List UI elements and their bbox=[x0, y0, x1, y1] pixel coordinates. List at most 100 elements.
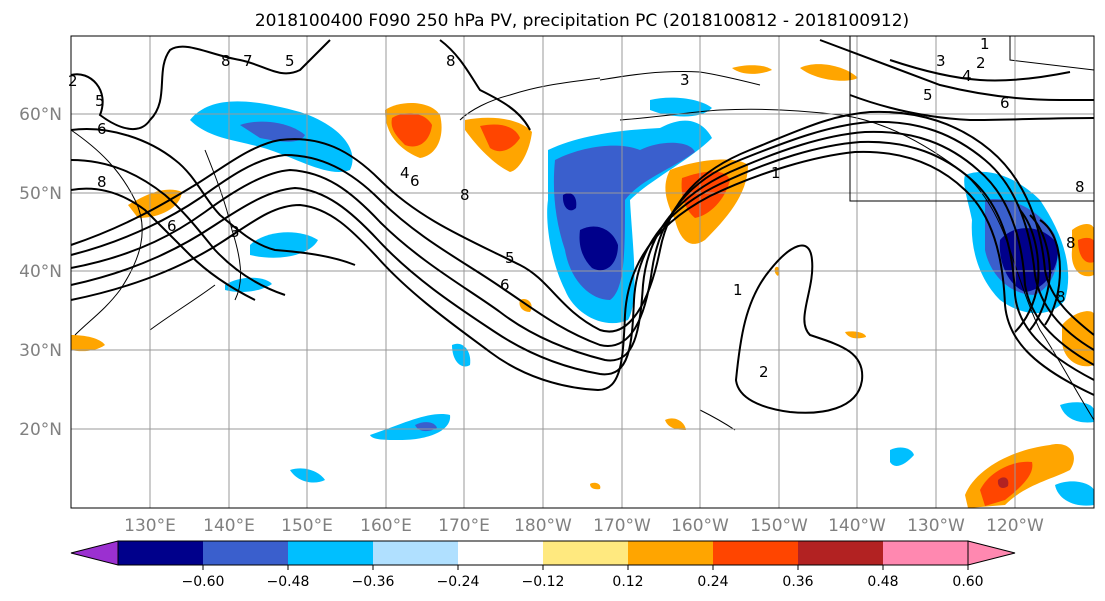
colorbar-tick-label: −0.48 bbox=[267, 574, 310, 590]
contour-label: 5 bbox=[95, 92, 105, 110]
contour-label: 8 bbox=[1075, 178, 1085, 196]
lat-label-50n: 50°N bbox=[19, 184, 62, 204]
contour-label: 2 bbox=[976, 54, 986, 72]
neg-region-japan-south bbox=[225, 277, 272, 292]
contour-label: 8 bbox=[1056, 288, 1066, 306]
neg-region-central-pacific-core2 bbox=[562, 193, 577, 211]
colorbar-bin bbox=[118, 541, 203, 565]
contour-label: 3 bbox=[680, 71, 690, 89]
colorbar-bin bbox=[203, 541, 288, 565]
colorbar-extend-min bbox=[70, 540, 119, 566]
pv-contour-east-tight-3 bbox=[1014, 209, 1040, 333]
neg-region-spot6 bbox=[1055, 481, 1094, 506]
colorbar-tick-label: 0.60 bbox=[952, 574, 983, 590]
colorbar-bin bbox=[458, 541, 543, 565]
lon-label-170e: 170°E bbox=[438, 516, 490, 536]
contour-label: 8 bbox=[446, 52, 456, 70]
coastline-asia bbox=[70, 129, 143, 336]
contour-label: 8 bbox=[460, 186, 470, 204]
contour-label: 6 bbox=[500, 276, 510, 294]
colorbar: −0.60 −0.48 −0.36 −0.24 −0.12 0.12 0.24 … bbox=[70, 540, 1016, 590]
colorbar-bin bbox=[373, 541, 458, 565]
pos-region-spot5 bbox=[590, 482, 601, 490]
colorbar-tick-label: −0.24 bbox=[437, 574, 480, 590]
contour-label: 6 bbox=[167, 217, 177, 235]
pv-contour-west-3 bbox=[70, 187, 256, 301]
lon-label-130w: 130°W bbox=[907, 516, 965, 536]
lat-label-40n: 40°N bbox=[19, 262, 62, 282]
pos-region-bering-core bbox=[480, 124, 520, 152]
pv-contours bbox=[70, 39, 1095, 414]
contour-label: 3 bbox=[936, 52, 946, 70]
pv-contour-4 bbox=[70, 140, 1095, 381]
coastline-alaska-north bbox=[599, 71, 761, 86]
colorbar-bin bbox=[713, 541, 798, 565]
pos-region-arctic2 bbox=[800, 64, 858, 81]
colorbar-bin bbox=[288, 541, 373, 565]
colorbar-tick-label: −0.36 bbox=[352, 574, 395, 590]
map-frame bbox=[70, 35, 1095, 509]
contour-label: 6 bbox=[1000, 94, 1010, 112]
pv-contour-west-1 bbox=[70, 128, 356, 266]
lon-label-160w: 160°W bbox=[671, 516, 729, 536]
contour-labels: 5 6 8 6 8 7 5 8 6 8 3 4 5 6 1 2 3 4 5 6 … bbox=[68, 35, 1085, 381]
neg-region-spot4 bbox=[890, 447, 914, 466]
pv-contour-arctic-2 bbox=[849, 94, 1095, 122]
lon-label-150e: 150°E bbox=[281, 516, 333, 536]
lat-axis: 60°N 50°N 40°N 30°N 20°N bbox=[19, 105, 62, 440]
pos-region-spot3 bbox=[665, 418, 686, 430]
lon-axis: 130°E 140°E 150°E 160°E 170°E 180°W 170°… bbox=[124, 516, 1044, 536]
neg-region-spot5 bbox=[1060, 402, 1094, 423]
pv-contour-west-2 bbox=[70, 159, 286, 296]
colorbar-tick-label: 0.24 bbox=[697, 574, 728, 590]
pv-contour-5 bbox=[70, 150, 1095, 396]
pv-contour-bering bbox=[439, 39, 531, 131]
coastline-korea bbox=[149, 284, 216, 331]
colorbar-tick-label: −0.12 bbox=[522, 574, 565, 590]
pv-contour-3 bbox=[70, 130, 1095, 366]
colorbar-bin bbox=[543, 541, 628, 565]
colorbar-tick-labels: −0.60 −0.48 −0.36 −0.24 −0.12 0.12 0.24 … bbox=[182, 574, 984, 590]
contour-label: 1 bbox=[733, 281, 743, 299]
contour-label: 5 bbox=[505, 249, 515, 267]
colorbar-bin bbox=[798, 541, 883, 565]
lon-label-160e: 160°E bbox=[360, 516, 412, 536]
contour-label: 6 bbox=[410, 172, 420, 190]
contour-label: 3 bbox=[230, 223, 240, 241]
colorbar-tick-label: 0.12 bbox=[612, 574, 643, 590]
contour-label: 2 bbox=[68, 72, 78, 90]
lon-label-120w: 120°W bbox=[986, 516, 1044, 536]
contour-label: 5 bbox=[923, 86, 933, 104]
map-title: 2018100400 F090 250 hPa PV, precipitatio… bbox=[255, 11, 909, 31]
contour-label: 4 bbox=[400, 164, 410, 182]
neg-region-spot2 bbox=[370, 414, 451, 440]
colorbar-tick-label: 0.48 bbox=[867, 574, 898, 590]
contour-label: 5 bbox=[285, 52, 295, 70]
contour-label: 8 bbox=[1066, 234, 1076, 252]
contour-label: 1 bbox=[980, 35, 990, 53]
pos-region-spot2 bbox=[845, 331, 866, 339]
colorbar-bin bbox=[883, 541, 968, 565]
pv-contour-arctic-3 bbox=[889, 59, 1071, 82]
colorbar-bin bbox=[628, 541, 713, 565]
contour-label: 4 bbox=[962, 67, 972, 85]
pos-region-southeast-peak bbox=[997, 477, 1009, 488]
lon-label-170w: 170°W bbox=[593, 516, 651, 536]
contour-label: 1 bbox=[771, 164, 781, 182]
contour-label: 2 bbox=[759, 363, 769, 381]
coastline-east-siberia bbox=[459, 77, 601, 121]
pv-contour-east-tight-2 bbox=[1029, 214, 1052, 331]
colorbar-tick-label: 0.36 bbox=[782, 574, 813, 590]
neg-region-japan bbox=[250, 232, 318, 258]
pos-region-east1-core bbox=[1078, 237, 1094, 263]
contour-label: 6 bbox=[97, 120, 107, 138]
contour-label: 7 bbox=[243, 52, 253, 70]
pv-contour-arctic-1 bbox=[819, 39, 1094, 101]
contour-label: 8 bbox=[221, 52, 231, 70]
coastline-hawaii bbox=[699, 409, 736, 431]
pos-region-arctic1 bbox=[732, 65, 772, 74]
pos-region-west-edge bbox=[71, 335, 105, 352]
pv-contour-north-1 bbox=[70, 39, 331, 130]
colorbar-extend-max bbox=[967, 540, 1016, 566]
